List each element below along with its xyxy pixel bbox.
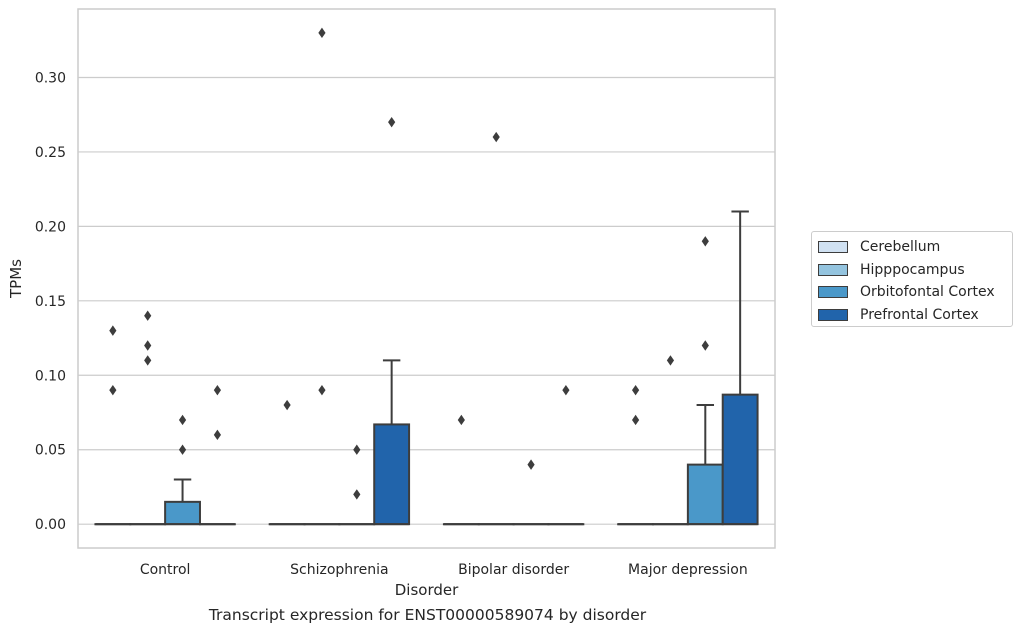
plot-frame	[77, 8, 776, 549]
y-tick-label: 0.25	[35, 145, 66, 161]
outlier-point	[666, 355, 675, 366]
box-group	[652, 355, 689, 526]
outlier-point	[701, 340, 709, 351]
legend-item-orbitofrontal-cortex: Orbitofontal Cortex	[818, 281, 1012, 304]
y-tick-label: 0.20	[35, 219, 66, 235]
box-group	[338, 444, 376, 526]
x-tick-label: Schizophrenia	[290, 562, 388, 578]
x-tick-label: Major depression	[628, 562, 748, 578]
legend-swatch	[818, 286, 848, 299]
box-group	[477, 131, 515, 526]
box-group	[512, 459, 550, 526]
y-tick-label: 0.05	[35, 443, 66, 459]
x-axis-label: Disorder	[395, 581, 459, 599]
box-group	[547, 384, 585, 526]
outlier-point	[109, 325, 117, 336]
outlier-point	[632, 414, 640, 426]
outlier-point	[213, 429, 221, 441]
y-tick-label: 0.10	[35, 368, 66, 384]
box	[686, 463, 724, 526]
legend: Cerebellum Hipppocampus Orbitofontal Cor…	[811, 231, 1013, 327]
outlier-point	[527, 459, 535, 470]
outlier-point	[144, 310, 152, 321]
outlier-point	[632, 384, 640, 396]
boxes	[94, 27, 759, 526]
box	[373, 423, 411, 526]
box-group	[617, 384, 655, 526]
box-group	[164, 414, 201, 526]
legend-item-prefrontal-cortex: Prefrontal Cortex	[818, 304, 1012, 327]
outlier-point	[144, 340, 152, 351]
box	[164, 500, 201, 526]
outlier-point	[178, 414, 187, 426]
outlier-point	[318, 384, 326, 396]
box-group	[686, 236, 724, 526]
box-group	[442, 414, 480, 526]
legend-swatch	[818, 263, 848, 276]
outlier-point	[178, 444, 187, 455]
figure-caption: Transcript expression for ENST0000058907…	[208, 606, 647, 624]
legend-label: Hipppocampus	[860, 261, 965, 278]
box-group	[721, 210, 759, 526]
box-group	[94, 325, 132, 526]
legend-label: Prefrontal Cortex	[860, 306, 979, 323]
legend-swatch	[818, 308, 848, 321]
outlier-point	[109, 384, 117, 396]
y-axis-label: TPMs	[7, 259, 25, 299]
box-group	[198, 384, 236, 526]
outlier-point	[701, 236, 709, 247]
box-group	[129, 310, 167, 526]
outlier-point	[283, 399, 291, 411]
legend-label: Orbitofontal Cortex	[860, 284, 995, 301]
outlier-point	[318, 27, 326, 39]
legend-item-cerebellum: Cerebellum	[818, 236, 1012, 259]
legend-item-hippocampus: Hipppocampus	[818, 259, 1012, 282]
outlier-point	[213, 384, 221, 396]
outlier-point	[457, 414, 465, 426]
box	[721, 393, 759, 526]
box-group	[268, 399, 306, 526]
outlier-point	[562, 384, 570, 396]
x-tick-label: Control	[140, 562, 191, 578]
outlier-point	[492, 131, 500, 143]
x-tick-label: Bipolar disorder	[458, 562, 569, 578]
outlier-point	[144, 355, 152, 366]
y-axis-ticks: 0.00 0.05 0.10 0.15 0.20 0.25 0.30	[35, 70, 66, 533]
y-tick-label: 0.00	[35, 517, 66, 533]
gridlines	[78, 76, 775, 525]
x-axis-ticks: Control Schizophrenia Bipolar disorder Majo…	[140, 562, 748, 578]
outlier-point	[353, 489, 361, 500]
outlier-point	[353, 444, 361, 455]
outlier-point	[388, 116, 396, 128]
y-tick-label: 0.30	[35, 70, 66, 86]
y-tick-label: 0.15	[35, 294, 66, 310]
box-group	[373, 116, 411, 526]
legend-swatch	[818, 241, 848, 254]
legend-label: Cerebellum	[860, 239, 941, 256]
